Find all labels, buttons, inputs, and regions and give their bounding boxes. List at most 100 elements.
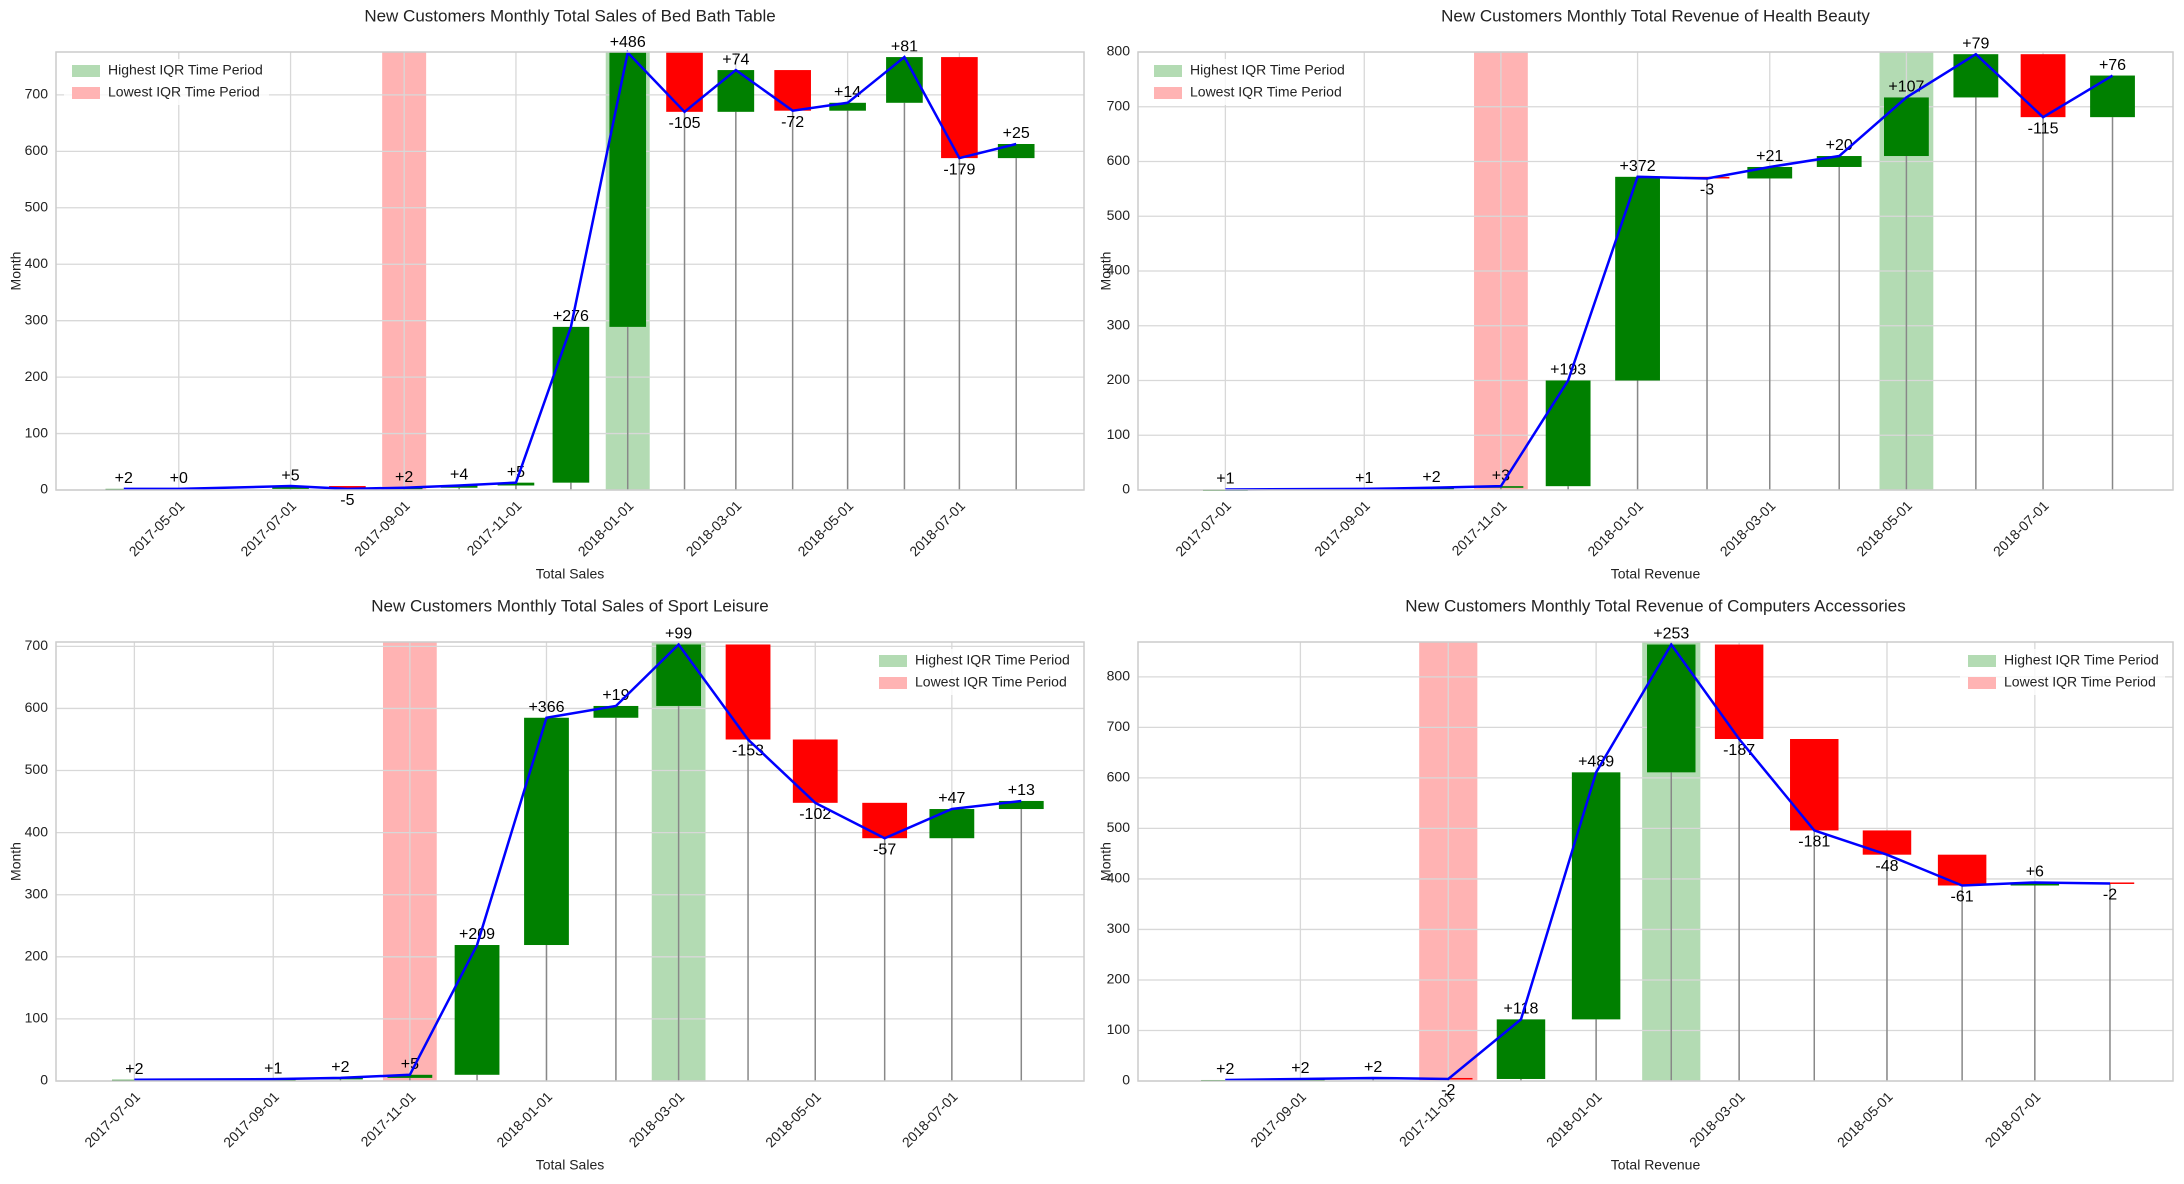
legend-label: Highest IQR Time Period (915, 652, 1070, 668)
y-tick-label: 500 (1107, 819, 1131, 835)
y-tick-label: 200 (25, 368, 49, 384)
value-label: +2 (331, 1059, 349, 1076)
x-tick-label: 2017-11-01 (1448, 497, 1509, 558)
bar (656, 644, 702, 706)
y-tick-label: 0 (40, 1072, 48, 1088)
value-label: -102 (799, 806, 831, 823)
value-label: -2 (1441, 1082, 1455, 1099)
bar (774, 70, 811, 111)
y-tick-label: 0 (1122, 481, 1130, 497)
bar (725, 644, 771, 740)
value-label: +372 (1620, 158, 1656, 175)
y-tick-label: 600 (1107, 769, 1131, 785)
bar (929, 809, 975, 839)
value-label: +81 (891, 38, 918, 55)
legend-label: Lowest IQR Time Period (915, 674, 1067, 690)
y-tick-label: 300 (25, 885, 49, 901)
value-label: +74 (722, 51, 749, 68)
bar (2090, 75, 2135, 118)
y-tick-label: 700 (25, 637, 49, 653)
bar (609, 52, 647, 327)
value-label: +2 (125, 1061, 143, 1078)
legend-swatch (879, 655, 907, 667)
value-label: +79 (1962, 35, 1989, 52)
value-label: +118 (1504, 1001, 1539, 1018)
bar (497, 482, 535, 486)
chart-title: New Customers Monthly Total Sales of Bed… (364, 6, 775, 25)
value-label: +366 (528, 699, 564, 716)
legend-label: Lowest IQR Time Period (108, 84, 260, 100)
value-label: +25 (1003, 125, 1030, 142)
y-tick-label: 800 (1107, 668, 1131, 684)
value-label: +5 (281, 467, 299, 484)
x-axis-label: Total Sales (536, 1157, 604, 1173)
value-label: +47 (938, 790, 965, 807)
value-label: -5 (340, 492, 354, 509)
cumulative-line (1225, 52, 2114, 491)
y-tick-label: 300 (1107, 316, 1131, 332)
legend: Highest IQR Time Period Lowest IQR Time P… (871, 649, 1076, 695)
value-label: +1 (1216, 471, 1234, 488)
y-tick-label: 800 (1107, 43, 1131, 59)
y-tick-label: 100 (25, 424, 49, 440)
y-tick-label: 500 (1107, 207, 1131, 223)
value-label: +193 (1550, 362, 1586, 379)
x-tick-label: 2018-03-01 (1686, 1088, 1748, 1150)
legend: Highest IQR Time Period Lowest IQR Time P… (1960, 649, 2165, 695)
value-label: -57 (873, 841, 896, 858)
y-tick-label: 400 (1107, 870, 1131, 886)
value-label: -61 (1951, 889, 1974, 906)
y-tick-label: 300 (1107, 920, 1131, 936)
plot-frame (1137, 51, 2174, 491)
bar (1937, 854, 1987, 886)
x-tick-label: 2018-01-01 (493, 1088, 555, 1150)
legend-swatch (72, 87, 100, 99)
value-label: +2 (1422, 469, 1440, 486)
bar (862, 802, 908, 839)
bar (524, 717, 569, 946)
value-label: +0 (170, 470, 188, 487)
y-tick-label: 100 (1107, 426, 1131, 442)
y-tick-label: 200 (25, 948, 49, 964)
value-label: +21 (1756, 148, 1783, 165)
x-tick-label: 2018-07-01 (1990, 497, 2052, 559)
bar (387, 1074, 433, 1078)
bar (272, 486, 309, 489)
value-label: +107 (1888, 79, 1924, 96)
cumulative-line (123, 49, 1017, 491)
y-axis-label: Month (1098, 842, 1114, 881)
y-tick-label: 0 (1122, 1072, 1130, 1088)
bar (1862, 830, 1912, 855)
value-label: +2 (1364, 1059, 1382, 1076)
chart-panel: New Customers Monthly Total Revenue of H… (1098, 6, 2174, 582)
chart-title: New Customers Monthly Total Revenue of C… (1405, 596, 1905, 615)
bar (1816, 156, 1862, 167)
x-axis-label: Total Revenue (1611, 566, 1701, 582)
legend-swatch (1154, 87, 1182, 99)
legend-swatch (1154, 65, 1182, 77)
y-tick-label: 600 (25, 142, 49, 158)
legend-label: Lowest IQR Time Period (1190, 84, 1342, 100)
legend-swatch (879, 677, 907, 689)
value-label: -181 (1798, 834, 1830, 851)
bar (829, 102, 866, 111)
value-label: -2 (2103, 887, 2117, 904)
legend-swatch (72, 65, 100, 77)
bar (1953, 54, 1999, 98)
x-tick-label: 2018-05-01 (762, 1088, 824, 1150)
value-label: +489 (1578, 754, 1614, 771)
y-tick-label: 700 (1107, 97, 1131, 113)
legend: Highest IQR Time Period Lowest IQR Time P… (64, 59, 269, 105)
y-tick-label: 100 (25, 1010, 49, 1026)
value-label: -105 (669, 115, 701, 132)
value-label: +209 (459, 926, 495, 943)
y-axis-label: Month (8, 842, 24, 881)
x-tick-label: 2018-03-01 (683, 497, 745, 559)
plot-frame (55, 641, 1085, 1082)
value-label: -115 (2028, 120, 2059, 137)
value-label: +20 (1826, 137, 1853, 154)
bar (329, 486, 366, 489)
value-label: +4 (450, 467, 468, 484)
y-tick-label: 0 (40, 481, 48, 497)
y-axis-label: Month (8, 252, 24, 291)
